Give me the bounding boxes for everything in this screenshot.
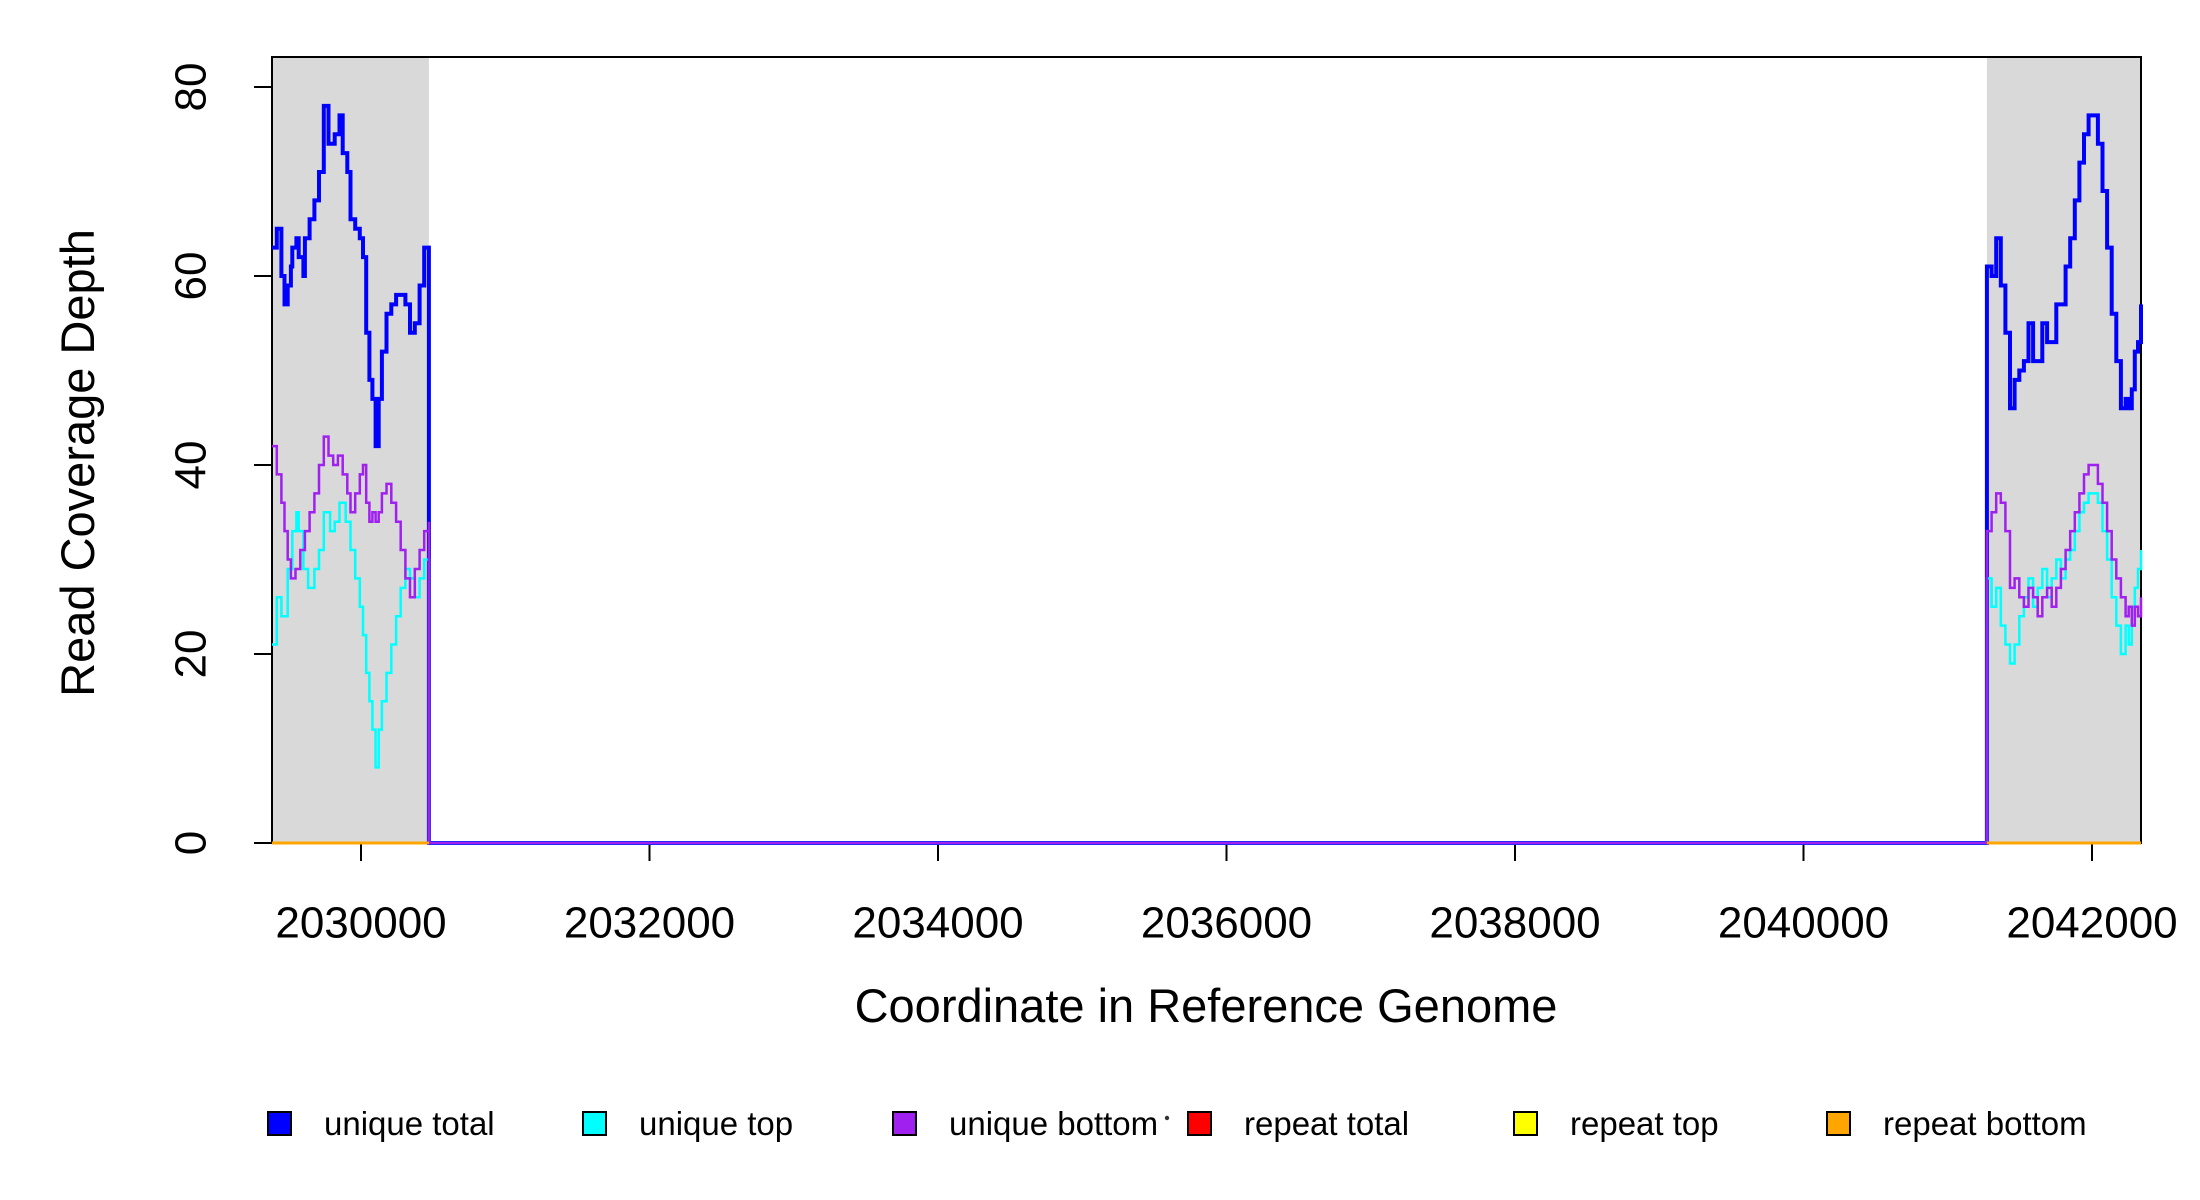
legend-label-unique-bottom: unique bottom xyxy=(949,1105,1158,1142)
y-tick-label: 80 xyxy=(166,63,215,112)
stray-dot-artifact xyxy=(1164,1115,1170,1121)
y-tick-label: 40 xyxy=(166,441,215,490)
legend-label-repeat-total: repeat total xyxy=(1244,1105,1409,1142)
x-tick-label: 2032000 xyxy=(564,898,735,947)
legend-swatch-repeat-bottom xyxy=(1826,1111,1851,1136)
legend-swatch-repeat-top xyxy=(1513,1111,1538,1136)
legend-label-unique-total: unique total xyxy=(324,1105,495,1142)
y-tick-label: 20 xyxy=(166,630,215,679)
x-tick-label: 2036000 xyxy=(1141,898,1312,947)
legend-label-repeat-top: repeat top xyxy=(1570,1105,1719,1142)
series-line-unique-total xyxy=(272,103,2143,845)
x-axis-title: Coordinate in Reference Genome xyxy=(855,979,1558,1032)
legend-swatch-repeat-total xyxy=(1187,1111,1212,1136)
plot-box xyxy=(271,56,2142,844)
legend-swatch-unique-top xyxy=(582,1111,607,1136)
x-tick-label: 2034000 xyxy=(852,898,1023,947)
legend-swatch-unique-bottom xyxy=(892,1111,917,1136)
legend-label-unique-top: unique top xyxy=(639,1105,793,1142)
x-tick-label: 2040000 xyxy=(1718,898,1889,947)
legend-swatch-unique-total xyxy=(267,1111,292,1136)
y-tick-label: 0 xyxy=(166,831,215,855)
x-tick-label: 2038000 xyxy=(1429,898,1600,947)
chart-layer: 2030000 2032000 2034000 2036000 2038000 20400… xyxy=(166,56,2178,1142)
x-tick-label: 2042000 xyxy=(2006,898,2177,947)
y-tick-label: 60 xyxy=(166,252,215,301)
x-tick-label: 2030000 xyxy=(275,898,446,947)
series-line-unique-bottom xyxy=(272,435,2143,845)
shaded-region xyxy=(1986,57,2141,843)
legend-label-repeat-bottom: repeat bottom xyxy=(1883,1105,2087,1142)
y-axis-title: Read Coverage Depth xyxy=(51,229,104,697)
series-line-unique-top xyxy=(272,492,2143,845)
